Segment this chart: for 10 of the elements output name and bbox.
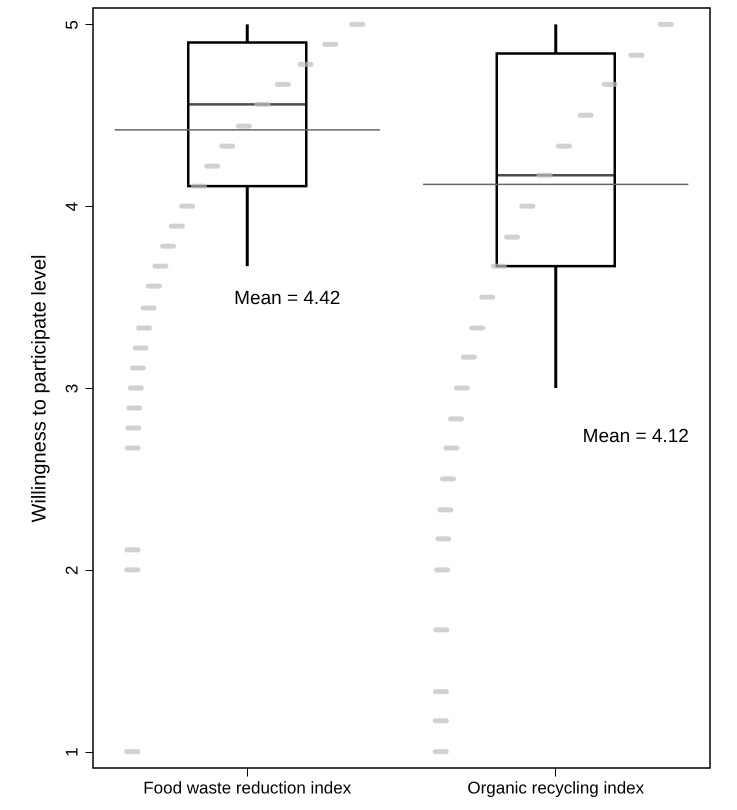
- y-tick-label: 5: [62, 20, 82, 30]
- x-tick-label: Organic recycling index: [467, 778, 645, 798]
- annotation: Mean = 4.42: [234, 288, 340, 309]
- y-tick-label: 3: [62, 384, 82, 394]
- y-tick-label: 1: [62, 747, 82, 757]
- y-tick-label: 4: [62, 202, 82, 212]
- annotation: Mean = 4.12: [582, 426, 689, 447]
- y-tick-label: 2: [62, 566, 82, 576]
- x-tick-label: Food waste reduction index: [143, 778, 352, 798]
- y-axis-title: Willingness to participate level: [28, 254, 50, 522]
